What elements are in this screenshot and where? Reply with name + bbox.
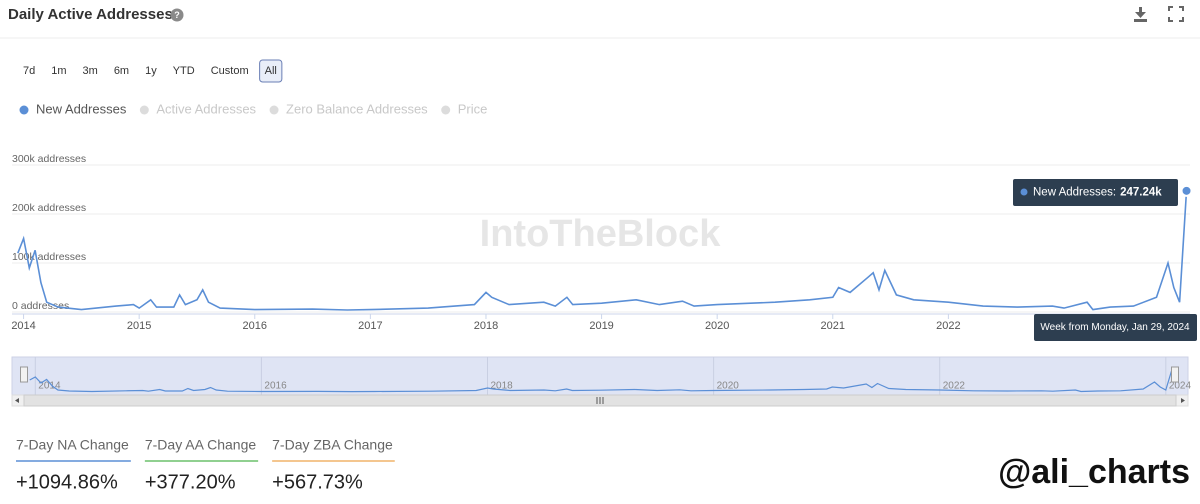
tooltip-value: 247.24k — [1120, 187, 1162, 199]
x-tick-label: 2019 — [589, 320, 613, 332]
stat-label: 7-Day ZBA Change — [272, 437, 393, 453]
x-tick-label: 2016 — [243, 320, 267, 332]
legend-label[interactable]: New Addresses — [36, 101, 127, 116]
y-tick-label: 300k addresses — [12, 153, 86, 165]
navigator-handle[interactable] — [20, 366, 28, 383]
series-line — [17, 190, 1188, 311]
date-label-box — [1034, 314, 1197, 341]
x-tick-label: 2021 — [821, 320, 845, 332]
scroll-right-arrow[interactable] — [1181, 398, 1185, 403]
stat-value: +377.20% — [145, 471, 236, 493]
x-tick-label: 2017 — [358, 320, 382, 332]
navigator-tick-label: 2016 — [264, 381, 287, 392]
x-tick-label: 2022 — [936, 320, 960, 332]
navigator-tick-label: 2018 — [491, 381, 514, 392]
navigator-tick-label: 2024 — [1169, 381, 1192, 392]
range-button-label[interactable]: 7d — [23, 65, 35, 77]
navigator-handle[interactable] — [1171, 366, 1179, 383]
download-icon[interactable] — [1134, 7, 1147, 22]
navigator-tick-label: 2014 — [38, 381, 61, 392]
tooltip-label: New Addresses: — [1033, 187, 1116, 199]
range-button-label[interactable]: 1m — [51, 65, 66, 77]
scroll-grip — [596, 397, 604, 404]
help-mark: ? — [174, 10, 180, 20]
legend-marker[interactable] — [441, 105, 451, 115]
legend-marker[interactable] — [269, 105, 279, 115]
x-tick-label: 2015 — [127, 320, 151, 332]
stat-label: 7-Day NA Change — [16, 437, 129, 453]
y-tick-label: 0 addresses — [12, 300, 69, 312]
y-tick-label: 100k addresses — [12, 251, 86, 263]
legend-marker[interactable] — [139, 105, 149, 115]
range-button-selected[interactable] — [259, 59, 283, 83]
hover-point — [1180, 184, 1193, 197]
range-button-label[interactable]: Custom — [211, 65, 249, 77]
title: Daily Active Addresses — [8, 6, 173, 23]
x-tick-label: 2020 — [705, 320, 729, 332]
x-tick-label: 2014 — [11, 320, 35, 332]
legend-label[interactable]: Zero Balance Addresses — [286, 101, 428, 116]
stat-label: 7-Day AA Change — [145, 437, 257, 453]
range-button-label[interactable]: 3m — [83, 65, 98, 77]
range-button-label[interactable]: YTD — [173, 65, 195, 77]
x-tick-label: 2018 — [474, 320, 498, 332]
fullscreen-icon[interactable] — [1168, 6, 1184, 22]
y-tick-label: 200k addresses — [12, 202, 86, 214]
help-icon[interactable] — [170, 8, 184, 22]
range-button-label[interactable]: All — [265, 65, 277, 77]
range-button-label[interactable]: 1y — [145, 65, 157, 77]
legend-marker[interactable] — [19, 105, 29, 115]
credit: @ali_charts — [998, 453, 1190, 491]
legend-label[interactable]: Price — [458, 101, 488, 116]
stat-value: +567.73% — [272, 471, 363, 493]
navigator-tick-label: 2020 — [717, 381, 740, 392]
navigator-tick-label: 2022 — [943, 381, 966, 392]
legend-label[interactable]: Active Addresses — [156, 101, 256, 116]
watermark: IntoTheBlock — [480, 213, 722, 255]
scroll-left-arrow[interactable] — [15, 398, 19, 403]
tooltip-box — [1013, 179, 1178, 206]
navigator-line — [29, 367, 1174, 393]
stat-value: +1094.86% — [16, 471, 118, 493]
date-label: Week from Monday, Jan 29, 2024 — [1040, 322, 1190, 333]
range-button-label[interactable]: 6m — [114, 65, 129, 77]
tooltip-marker — [1020, 188, 1028, 196]
